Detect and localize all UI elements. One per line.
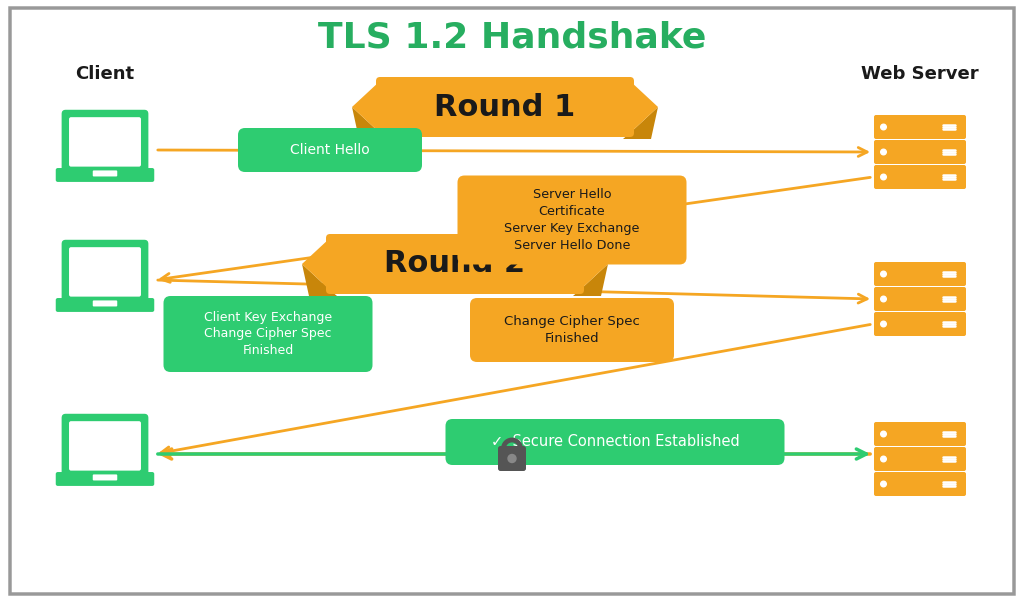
FancyBboxPatch shape: [874, 140, 966, 164]
Circle shape: [881, 321, 887, 327]
Circle shape: [881, 271, 887, 277]
Circle shape: [881, 481, 887, 487]
FancyBboxPatch shape: [458, 176, 686, 264]
FancyBboxPatch shape: [238, 128, 422, 172]
Polygon shape: [623, 107, 658, 139]
Circle shape: [881, 124, 887, 130]
FancyBboxPatch shape: [55, 472, 155, 486]
FancyBboxPatch shape: [874, 312, 966, 336]
FancyBboxPatch shape: [69, 421, 141, 471]
Polygon shape: [573, 264, 608, 296]
Text: Client Key Exchange
Change Cipher Spec
Finished: Client Key Exchange Change Cipher Spec F…: [204, 311, 332, 358]
Text: ✓  Secure Connection Established: ✓ Secure Connection Established: [490, 435, 739, 450]
FancyBboxPatch shape: [874, 115, 966, 139]
FancyBboxPatch shape: [376, 77, 634, 137]
Text: Web Server: Web Server: [861, 65, 979, 83]
FancyBboxPatch shape: [69, 247, 141, 297]
FancyBboxPatch shape: [93, 300, 118, 306]
FancyBboxPatch shape: [10, 8, 1014, 594]
FancyBboxPatch shape: [61, 110, 148, 174]
FancyBboxPatch shape: [55, 168, 155, 182]
FancyBboxPatch shape: [93, 170, 118, 176]
Text: Round 2: Round 2: [384, 249, 525, 279]
Polygon shape: [352, 107, 387, 139]
FancyBboxPatch shape: [445, 419, 784, 465]
Polygon shape: [302, 238, 330, 290]
FancyBboxPatch shape: [55, 298, 155, 312]
FancyBboxPatch shape: [874, 472, 966, 496]
FancyBboxPatch shape: [874, 262, 966, 286]
FancyBboxPatch shape: [61, 240, 148, 304]
Circle shape: [881, 149, 887, 155]
Text: Client Hello: Client Hello: [290, 143, 370, 157]
FancyBboxPatch shape: [874, 447, 966, 471]
FancyBboxPatch shape: [61, 414, 148, 478]
Polygon shape: [630, 81, 658, 133]
Polygon shape: [302, 264, 337, 296]
FancyBboxPatch shape: [498, 446, 526, 471]
Text: Server Hello
Certificate
Server Key Exchange
Server Hello Done: Server Hello Certificate Server Key Exch…: [504, 188, 640, 252]
FancyBboxPatch shape: [93, 474, 118, 480]
Circle shape: [881, 174, 887, 180]
Circle shape: [881, 456, 887, 462]
FancyBboxPatch shape: [874, 422, 966, 446]
Polygon shape: [580, 238, 608, 290]
Text: Round 1: Round 1: [434, 93, 575, 122]
Circle shape: [881, 296, 887, 302]
Circle shape: [508, 455, 516, 462]
Text: Change Cipher Spec
Finished: Change Cipher Spec Finished: [504, 315, 640, 345]
Polygon shape: [352, 81, 380, 133]
FancyBboxPatch shape: [326, 234, 584, 294]
FancyBboxPatch shape: [874, 165, 966, 189]
Circle shape: [881, 431, 887, 437]
FancyBboxPatch shape: [470, 298, 674, 362]
FancyBboxPatch shape: [164, 296, 373, 372]
Text: Client: Client: [76, 65, 134, 83]
Text: TLS 1.2 Handshake: TLS 1.2 Handshake: [317, 20, 707, 54]
FancyBboxPatch shape: [874, 287, 966, 311]
FancyBboxPatch shape: [69, 117, 141, 167]
